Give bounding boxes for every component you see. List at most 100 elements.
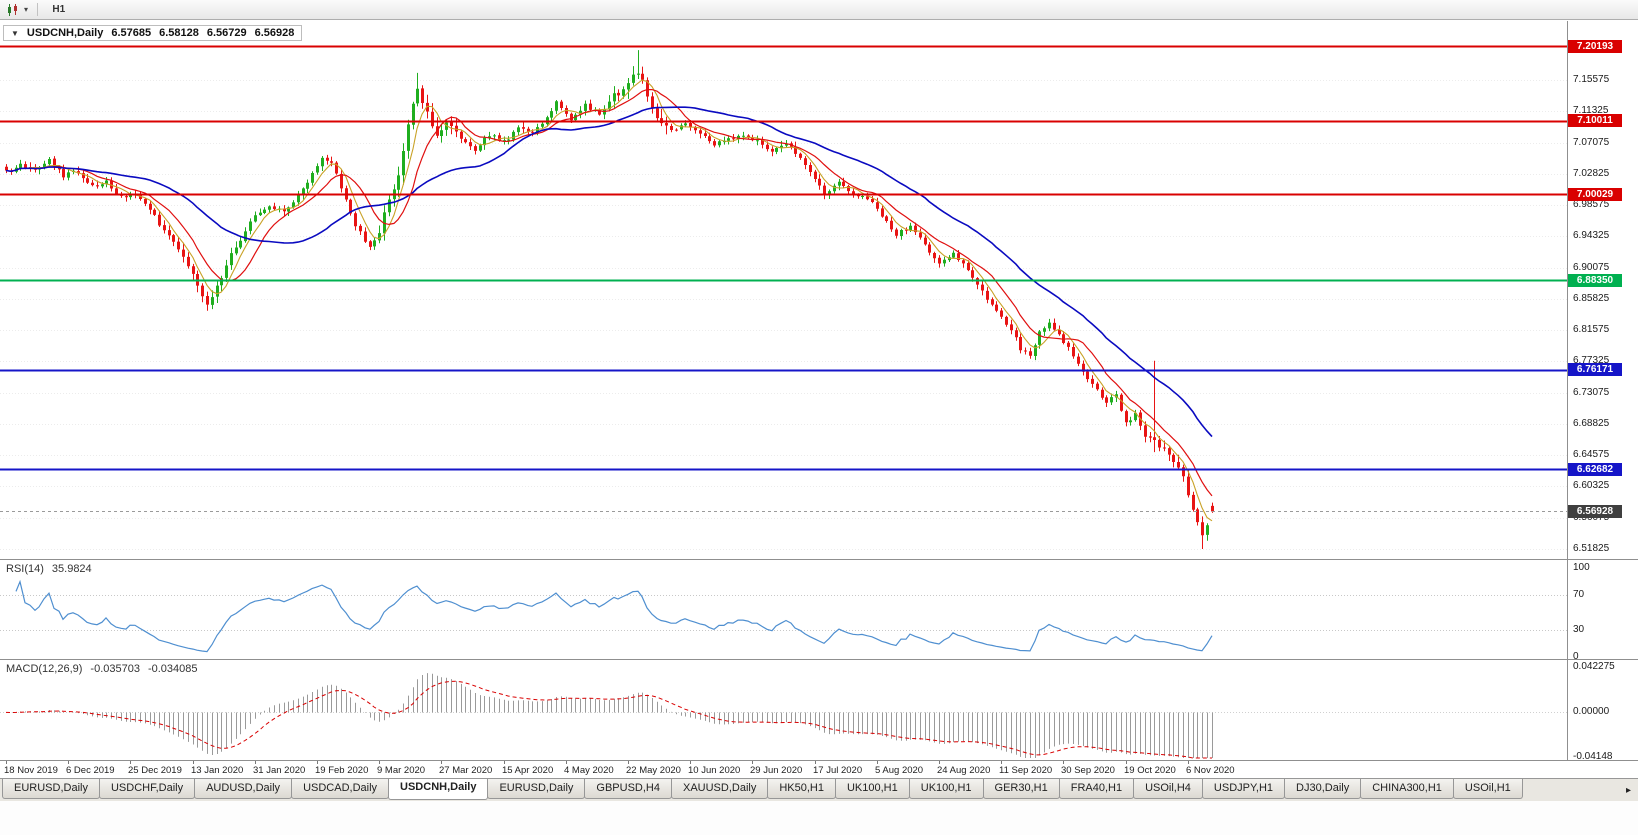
axis-tick-label: 6.51825 [1573,543,1610,554]
time-tick [441,761,442,764]
axis-tick-label: 6.94325 [1573,230,1610,242]
time-axis-separator [0,760,1638,761]
axis-tick-label: 100 [1573,562,1590,573]
time-label: 17 Jul 2020 [813,765,863,776]
time-tick [815,761,816,764]
chart-tab-usdcad-daily[interactable]: USDCAD,Daily [291,779,390,799]
time-label: 30 Sep 2020 [1061,765,1115,776]
ohlc-close: 6.56928 [254,27,295,39]
chart-tab-xauusd-daily[interactable]: XAUUSD,Daily [670,779,769,799]
chart-tab-usdcnh-daily[interactable]: USDCNH,Daily [388,779,489,800]
chart-tab-eurusd-daily[interactable]: EURUSD,Daily [487,779,586,799]
rsi-value: 35.9824 [51,563,92,575]
axis-tick-label: 0.042275 [1573,661,1615,672]
chart-tab-china300-h1[interactable]: CHINA300,H1 [1360,779,1454,799]
price-badge: 6.76171 [1568,363,1622,377]
macd-signal-value: -0.034085 [147,663,198,675]
axis-tick-label: 6.85825 [1573,292,1610,304]
axis-tick-label: 7.07075 [1573,136,1610,148]
time-tick [1001,761,1002,764]
toolbar: ▾ M1M5M15M30H1H4D1W1MN [0,0,1638,79]
rsi-panel[interactable] [0,560,1567,659]
time-label: 22 May 2020 [626,765,681,776]
chart-tab-usoil-h1[interactable]: USOil,H1 [1452,779,1523,799]
candlestick-chart[interactable] [0,21,1567,559]
chart-tab-ger30-h1[interactable]: GER30,H1 [982,779,1060,799]
axis-tick-label: 7.02825 [1573,167,1610,179]
macd-indicator-label: MACD(12,26,9) -0.035703 -0.034085 [4,663,200,675]
chart-tab-dj30-daily[interactable]: DJ30,Daily [1284,779,1362,799]
time-label: 15 Apr 2020 [502,765,554,776]
time-label: 19 Oct 2020 [1124,765,1176,776]
time-tick [628,761,629,764]
chart-tab-bar: EURUSD,Daily USDCHF,Daily AUDUSD,Daily USDC… [0,778,1638,801]
time-tick [317,761,318,764]
panel-separator[interactable] [0,559,1638,560]
time-label: 27 Mar 2020 [439,765,493,776]
chart-tab-usdchf-daily[interactable]: USDCHF,Daily [98,779,196,799]
chart-tab-uk100-h1[interactable]: UK100,H1 [834,779,910,799]
time-tick [193,761,194,764]
chart-tab-usoil-h4[interactable]: USOil,H4 [1133,779,1203,799]
price-axis[interactable]: 7.15575 7.11325 7.07075 7.02825 6.98575 6.943… [1568,21,1638,762]
axis-tick-label: -0.04148 [1573,751,1613,762]
timeframe-button-h1[interactable]: H1 [52,4,66,15]
macd-value: -0.035703 [90,663,140,675]
time-label: 24 Aug 2020 [937,765,991,776]
time-label: 9 Mar 2020 [377,765,426,776]
rsi-name: RSI(14) [6,563,44,575]
time-label: 13 Jan 2020 [191,765,244,776]
axis-tick-label: 6.77325 [1573,355,1610,367]
main-chart-panel[interactable] [0,21,1567,559]
tab-scroll-right-icon[interactable]: ▸ [1625,784,1631,796]
status-strip [0,801,1638,835]
time-tick [379,761,380,764]
ohlc-low: 6.56729 [206,27,247,39]
rsi-chart[interactable] [0,560,1567,659]
chart-dropdown-caret-icon[interactable]: ▾ [24,5,29,14]
time-tick [1126,761,1127,764]
time-tick [566,761,567,764]
macd-panel[interactable] [0,660,1567,760]
macd-name: MACD(12,26,9) [6,663,83,675]
symbol-dropdown-icon[interactable]: ▼ [11,28,19,38]
axis-tick-label: 6.64575 [1573,449,1610,461]
axis-tick-label: 0.00000 [1573,706,1610,718]
axis-tick-label: 6.60325 [1573,480,1610,492]
time-axis[interactable]: 18 Nov 2019 6 Dec 2019 25 Dec 2019 13 Jan 2… [0,761,1638,778]
axis-tick-label: 7.11325 [1573,105,1609,117]
time-tick [130,761,131,764]
chart-tab-eurusd-daily[interactable]: EURUSD,Daily [2,779,100,799]
time-label: 19 Feb 2020 [315,765,369,776]
time-label: 25 Dec 2019 [128,765,182,776]
time-tick [752,761,753,764]
time-label: 4 May 2020 [564,765,614,776]
chart-title-overlay: ▼ USDCNH,Daily 6.57685 6.58128 6.56729 6… [3,25,303,41]
ohlc-open: 6.57685 [111,27,152,39]
ohlc-high: 6.58128 [159,27,199,39]
price-badge: 6.88350 [1568,273,1622,287]
chart-tab-hk50-h1[interactable]: HK50,H1 [767,779,836,799]
axis-tick-label: 7.15575 [1573,73,1610,85]
time-label: 6 Nov 2020 [1186,765,1235,776]
time-label: 11 Sep 2020 [999,765,1053,776]
time-label: 10 Jun 2020 [688,765,741,776]
price-badge: 6.62682 [1568,462,1622,476]
chart-tab-fra40-h1[interactable]: FRA40,H1 [1058,779,1135,799]
chart-tab-usdjpy-h1[interactable]: USDJPY,H1 [1201,779,1286,799]
panel-separator[interactable] [0,659,1638,660]
time-tick [690,761,691,764]
chart-tab-uk100-h1[interactable]: UK100,H1 [908,779,984,799]
chart-tab-audusd-daily[interactable]: AUDUSD,Daily [194,779,293,799]
chart-tab-gbpusd-h4[interactable]: GBPUSD,H4 [584,779,672,799]
price-axis-separator [1567,21,1568,760]
macd-chart[interactable] [0,660,1567,760]
chart-type-icon[interactable] [4,2,22,18]
axis-tick-label: 6.90075 [1573,261,1610,273]
rsi-indicator-label: RSI(14) 35.9824 [4,563,94,575]
time-label: 6 Dec 2019 [66,765,115,776]
symbol-timeframe-label: USDCNH,Daily [26,27,104,39]
time-tick [255,761,256,764]
price-badge: 7.10011 [1568,114,1622,128]
